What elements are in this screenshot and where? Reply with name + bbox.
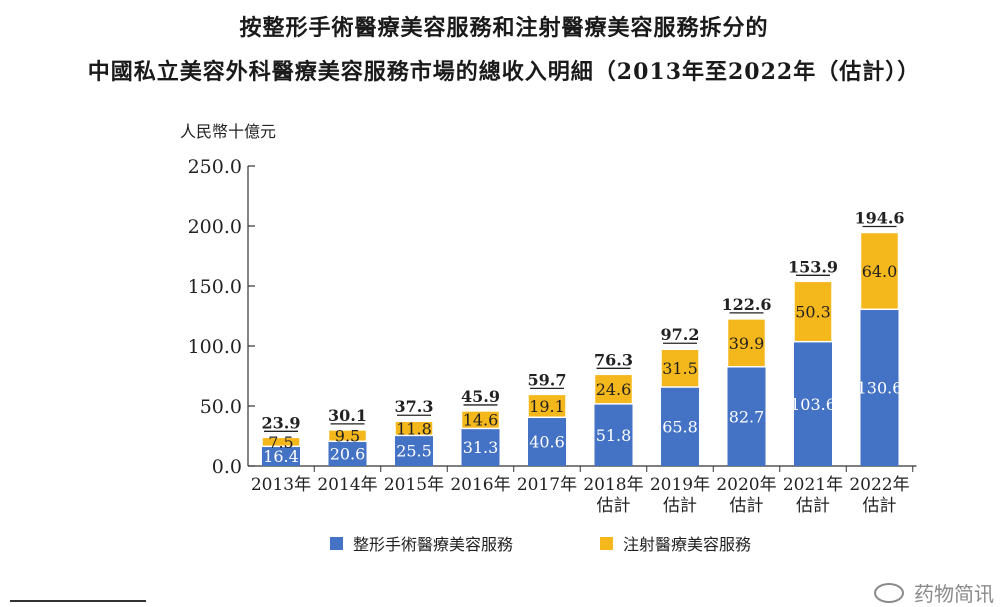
- data-label-surgical: 20.6: [330, 445, 366, 464]
- data-label-surgical: 82.7: [729, 407, 765, 426]
- data-label-injection: 14.6: [463, 411, 499, 430]
- data-label-total: 76.3: [594, 350, 633, 369]
- data-label-total: 59.7: [528, 370, 567, 389]
- watermark-text: 药物简讯: [914, 582, 994, 606]
- wechat-icon: [874, 582, 904, 603]
- data-label-injection: 7.5: [268, 433, 293, 452]
- bar-segment-injection: [793, 280, 833, 343]
- bar-segment-surgical: [262, 446, 300, 466]
- x-tick-label: 估計: [663, 496, 697, 516]
- legend-swatch-surgical: [330, 536, 343, 550]
- data-label-injection: 39.9: [729, 334, 765, 353]
- data-label-injection: 64.0: [862, 262, 898, 281]
- data-label-surgical: 25.5: [396, 442, 432, 461]
- chart-title-line-2: 中國私立美容外科醫療美容服務市場的總收入明細（2013年至2022年（估計））: [87, 59, 921, 85]
- bar-segment-surgical: [860, 309, 899, 466]
- bar-segment-surgical: [461, 428, 500, 466]
- bar-segment-injection: [460, 410, 501, 430]
- y-tick-label: 250.0: [188, 156, 242, 178]
- data-label-injection: 50.3: [795, 303, 831, 322]
- x-tick-label: 2021年: [783, 475, 843, 495]
- bar-segment-surgical: [328, 441, 367, 466]
- data-label-surgical: 16.4: [263, 447, 299, 466]
- bar-segment-injection: [593, 373, 634, 405]
- x-tick-label: 2020年: [716, 475, 776, 495]
- bar-segment-injection: [394, 420, 434, 437]
- y-tick-label: 0.0: [212, 456, 242, 478]
- bar-segment-injection: [726, 318, 767, 368]
- data-label-total: 194.6: [854, 208, 904, 227]
- x-tick-label: 估計: [863, 496, 897, 516]
- bar-segment-surgical: [727, 366, 766, 466]
- footnote-divider: [10, 600, 146, 602]
- data-label-total: 97.2: [661, 325, 700, 344]
- bar-segment-injection: [859, 231, 900, 311]
- data-label-surgical: 130.6: [857, 379, 903, 398]
- legend-item-surgical: 整形手術醫療美容服務: [330, 531, 513, 555]
- legend-item-injection: 注射醫療美容服務: [600, 531, 751, 555]
- y-tick-label: 50.0: [200, 396, 242, 418]
- chart-title-line-1: 按整形手術醫療美容服務和注射醫療美容服務拆分的: [239, 15, 769, 41]
- data-label-surgical: 40.6: [529, 433, 565, 452]
- data-label-injection: 31.5: [662, 359, 698, 378]
- data-label-surgical: 103.6: [790, 395, 836, 414]
- y-tick-label: 100.0: [188, 336, 242, 358]
- y-tick-label: 200.0: [188, 216, 242, 238]
- data-label-injection: 9.5: [335, 427, 360, 446]
- x-tick-label: 估計: [597, 496, 631, 516]
- x-tick-label: 估計: [796, 496, 830, 516]
- x-tick-label: 2014年: [317, 475, 377, 495]
- bar-segment-surgical: [794, 341, 832, 466]
- data-label-total: 23.9: [262, 413, 301, 432]
- bar-segment-injection: [660, 348, 700, 388]
- x-tick-label: 2018年: [583, 475, 643, 495]
- data-label-surgical: 31.3: [463, 438, 499, 457]
- legend-label-injection: 注射醫療美容服務: [623, 535, 752, 554]
- bar-segment-injection: [261, 436, 301, 448]
- bar-segment-surgical: [594, 403, 633, 466]
- x-tick-label: 2019年: [650, 475, 710, 495]
- legend-label-surgical: 整形手術醫療美容服務: [353, 535, 514, 554]
- x-tick-label: 2013年: [251, 475, 311, 495]
- x-tick-label: 2022年: [849, 475, 909, 495]
- y-tick-label: 150.0: [188, 276, 242, 298]
- data-label-total: 30.1: [328, 406, 367, 425]
- data-label-total: 45.9: [461, 387, 500, 406]
- data-label-injection: 11.8: [396, 419, 432, 438]
- bar-segment-surgical: [528, 417, 566, 466]
- x-tick-label: 2017年: [517, 475, 577, 495]
- watermark: 药物简讯: [874, 578, 994, 607]
- data-label-total: 122.6: [721, 295, 771, 314]
- bar-segment-injection: [327, 429, 368, 443]
- legend-swatch-injection: [600, 536, 613, 550]
- data-label-surgical: 51.8: [596, 426, 632, 445]
- bar-segment-injection: [527, 393, 567, 419]
- x-tick-label: 2015年: [384, 475, 444, 495]
- bar-segment-surgical: [395, 435, 433, 466]
- x-tick-label: 2016年: [450, 475, 510, 495]
- data-label-surgical: 65.8: [662, 418, 698, 437]
- bar-segment-surgical: [661, 387, 699, 466]
- data-label-total: 153.9: [788, 257, 838, 276]
- data-label-injection: 19.1: [529, 397, 565, 416]
- x-tick-label: 估計: [730, 496, 764, 516]
- data-label-injection: 24.6: [596, 380, 632, 399]
- data-label-total: 37.3: [395, 397, 434, 416]
- y-axis-unit-label: 人民幣十億元: [180, 122, 277, 141]
